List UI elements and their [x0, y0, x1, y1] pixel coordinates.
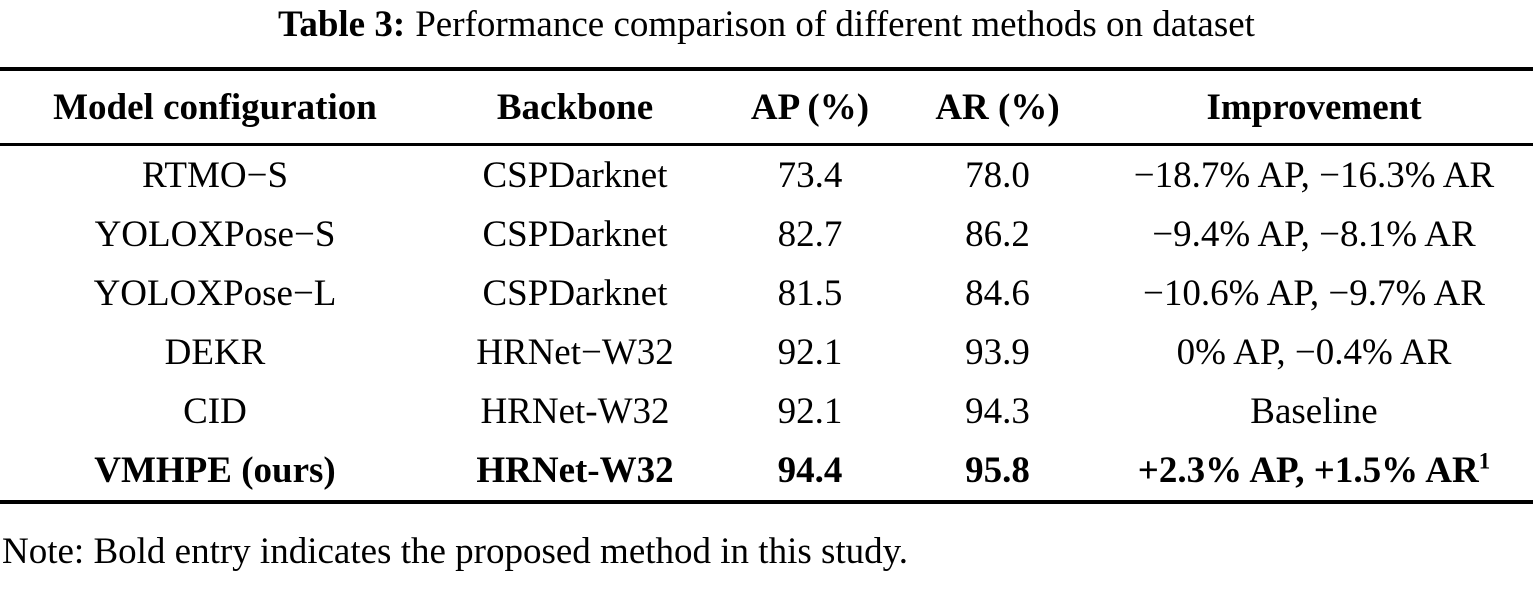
improvement-cell: −18.7% AP, −16.3% AR [1095, 145, 1533, 206]
improvement-text: −18.7% AP, −16.3% AR [1133, 155, 1495, 196]
model-cell: YOLOXPose−S [94, 214, 336, 255]
improvement-text: +2.3% AP, +1.5% AR [1137, 450, 1479, 491]
improvement-cell: −9.4% AP, −8.1% AR [1095, 205, 1533, 264]
ap-cell: 81.5 [777, 273, 843, 314]
ap-cell: 92.1 [777, 332, 843, 373]
improvement-text: −10.6% AP, −9.7% AR [1143, 273, 1485, 314]
backbone-cell: HRNet-W32 [480, 391, 670, 432]
improvement-cell: Baseline [1095, 382, 1533, 441]
model-cell: CID [183, 391, 247, 432]
table-caption-label: Table 3: [278, 4, 406, 45]
table-caption: Table 3: Performance comparison of differ… [0, 0, 1533, 46]
model-cell: RTMO−S [141, 155, 289, 196]
improvement-text: Baseline [1250, 391, 1378, 432]
backbone-cell: HRNet-W32 [476, 450, 674, 491]
backbone-cell: CSPDarknet [482, 155, 668, 196]
improvement-text: 0% AP, −0.4% AR [1176, 332, 1452, 373]
backbone-cell: CSPDarknet [482, 273, 668, 314]
table-row: RTMO−S CSPDarknet 73.4 78.0 −18.7% AP, −… [0, 145, 1533, 206]
improvement-cell: 0% AP, −0.4% AR [1095, 323, 1533, 382]
table-note: Note: Bold entry indicates the proposed … [2, 531, 909, 572]
model-cell: DEKR [164, 332, 266, 373]
ar-cell: 95.8 [965, 450, 1030, 491]
ar-cell: 84.6 [965, 273, 1030, 314]
header-row: Model configuration Backbone AP (%) AR (… [0, 69, 1533, 146]
footnote-marker: 1 [1478, 448, 1491, 474]
column-header-improvement: Improvement [1095, 69, 1533, 146]
backbone-cell: HRNet−W32 [476, 332, 674, 373]
column-header-model: Model configuration [0, 69, 430, 146]
ap-cell: 94.4 [777, 450, 843, 491]
backbone-cell: CSPDarknet [482, 214, 668, 255]
column-header-backbone: Backbone [430, 69, 720, 146]
ar-cell: 93.9 [965, 332, 1030, 373]
table-caption-text: Performance comparison of different meth… [415, 4, 1255, 45]
ap-cell: 92.1 [777, 391, 843, 432]
improvement-text: −9.4% AP, −8.1% AR [1152, 214, 1476, 255]
ar-cell: 94.3 [965, 391, 1030, 432]
column-header-ar: AR (%) [900, 69, 1095, 146]
table-row: YOLOXPose−L CSPDarknet 81.5 84.6 −10.6% … [0, 264, 1533, 323]
improvement-cell: +2.3% AP, +1.5% AR1 [1095, 441, 1533, 502]
ap-cell: 82.7 [777, 214, 843, 255]
model-cell: VMHPE (ours) [94, 450, 336, 491]
column-header-ap: AP (%) [720, 69, 900, 146]
model-cell: YOLOXPose−L [93, 273, 337, 314]
ap-cell: 73.4 [777, 155, 843, 196]
ar-cell: 86.2 [965, 214, 1030, 255]
table-row: CID HRNet-W32 92.1 94.3 Baseline [0, 382, 1533, 441]
ar-cell: 78.0 [965, 155, 1030, 196]
improvement-cell: −10.6% AP, −9.7% AR [1095, 264, 1533, 323]
table-row: DEKR HRNet−W32 92.1 93.9 0% AP, −0.4% AR [0, 323, 1533, 382]
table-row-proposed-method: VMHPE (ours) HRNet-W32 94.4 95.8 +2.3% A… [0, 441, 1533, 502]
table-row: YOLOXPose−S CSPDarknet 82.7 86.2 −9.4% A… [0, 205, 1533, 264]
results-table: Model configuration Backbone AP (%) AR (… [0, 67, 1533, 504]
